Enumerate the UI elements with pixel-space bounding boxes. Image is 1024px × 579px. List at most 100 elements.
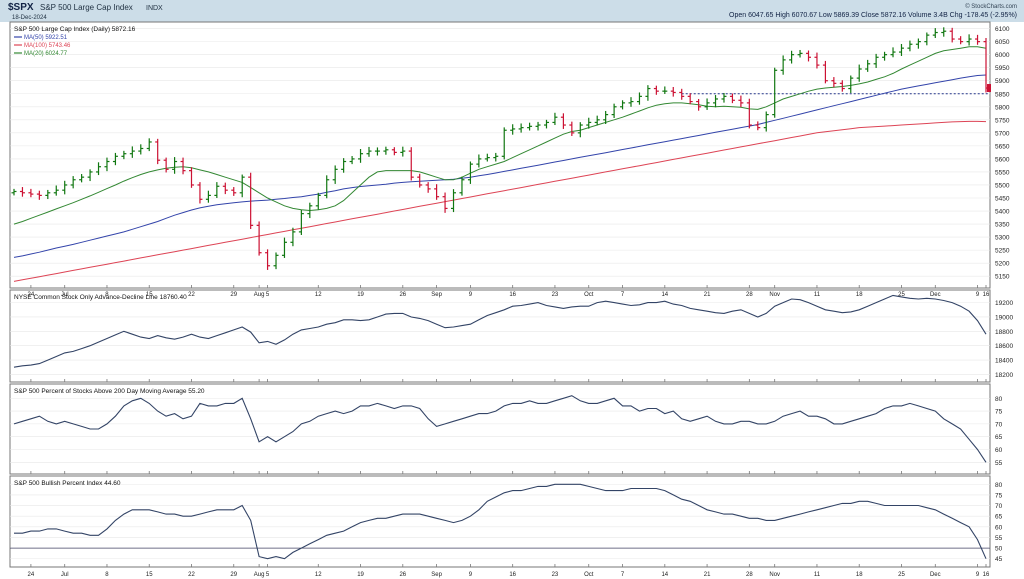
ohlc-bar — [19, 187, 25, 197]
ohlc-bar — [155, 138, 161, 165]
ohlc-bar — [763, 111, 769, 132]
ohlc-bar — [941, 27, 947, 37]
x-tick-label-top: 7 — [621, 292, 625, 298]
panel-0-y-tick: 5200 — [995, 261, 1010, 268]
ohlc-bar — [62, 180, 68, 195]
ohlc-bar — [839, 80, 845, 92]
panel-3-y-tick: 75 — [995, 492, 1003, 499]
ohlc-bar — [476, 154, 482, 168]
ohlc-bar — [856, 64, 862, 82]
x-tick-label-bottom: 15 — [146, 572, 153, 578]
ohlc-bar — [146, 138, 152, 152]
ohlc-bar — [704, 98, 710, 110]
x-tick-label-top: Jul — [61, 292, 69, 298]
ohlc-bar — [780, 55, 786, 75]
ohlc-bar — [569, 121, 575, 136]
ohlc-bar — [882, 51, 888, 61]
ohlc-bar — [594, 115, 600, 126]
ohlc-bar — [789, 50, 795, 64]
ohlc-bar — [738, 95, 744, 108]
ohlc-bar — [729, 93, 735, 104]
panel-0-y-tick: 5600 — [995, 156, 1010, 163]
x-tick-label-top: Nov — [769, 292, 780, 298]
x-tick-label-top: 28 — [746, 292, 753, 298]
ohlc-bar — [679, 88, 685, 100]
ohlc-bar — [949, 27, 955, 43]
x-tick-label-bottom: Oct — [584, 572, 594, 578]
panel-0-y-tick: 5400 — [995, 209, 1010, 216]
ohlc-bar — [620, 100, 626, 110]
ohlc-bar — [121, 150, 127, 160]
ohlc-bar — [400, 146, 406, 157]
x-tick-label-bottom: 16 — [983, 572, 990, 578]
ohlc-bar — [797, 49, 803, 58]
panel-1-y-tick: 19200 — [995, 300, 1013, 307]
x-tick-label-top: Sep — [431, 292, 442, 298]
index-name: S&P 500 Large Cap Index — [40, 3, 133, 12]
ohlc-bar — [543, 119, 549, 129]
x-tick-label-top: Dec — [930, 292, 941, 298]
panel-2-frame — [9, 383, 991, 475]
ohlc-bar — [755, 121, 761, 131]
ohlc-bar — [129, 146, 135, 158]
x-tick-label-bottom: Nov — [769, 572, 780, 578]
ohlc-bar — [11, 188, 17, 196]
x-tick-label-top: 9 — [976, 292, 980, 298]
x-tick-label-bottom: 5 — [266, 572, 270, 578]
x-tick-label-bottom: 9 — [469, 572, 473, 578]
ohlc-bar — [535, 121, 541, 131]
x-tick-label-bottom: 23 — [552, 572, 559, 578]
ohlc-bar — [527, 122, 533, 131]
brand: © StockCharts.com — [965, 3, 1017, 10]
x-tick-label-bottom: Sep — [431, 572, 442, 578]
ohlc-bar — [28, 188, 34, 198]
x-tick-label-bottom: 28 — [746, 572, 753, 578]
ohlc-bar — [96, 162, 102, 176]
ohlc-bar — [307, 202, 313, 219]
ohlc-bar — [932, 28, 938, 38]
ohlc-bar — [915, 38, 921, 49]
ohlc-bar — [434, 184, 440, 200]
panel-3-y-tick: 80 — [995, 482, 1003, 489]
ohlc-bar — [408, 147, 414, 181]
ohlc-bar — [645, 85, 651, 101]
ohlc-bar — [358, 149, 364, 163]
ohlc-bar — [79, 174, 85, 183]
ohlc-bar — [417, 173, 423, 188]
panel-1-y-tick: 18200 — [995, 372, 1013, 379]
panel-0-y-tick: 5550 — [995, 169, 1010, 176]
panels: 5150520052505300535054005450550055505600… — [9, 21, 1013, 578]
ohlc-bar — [214, 182, 220, 198]
x-tick-label-bottom: 11 — [814, 572, 821, 578]
ohlc-bar — [696, 98, 702, 111]
ohlc-bar — [822, 60, 828, 84]
x-tick-label-top: 22 — [188, 292, 195, 298]
ohlc-bar — [898, 43, 904, 56]
ohlc-bar — [112, 152, 118, 166]
x-tick-label-top: 29 — [230, 292, 237, 298]
panel-3-y-tick: 70 — [995, 503, 1003, 510]
legend-label: MA(100) 5743.46 — [24, 43, 71, 49]
panel-0-y-tick: 5500 — [995, 182, 1010, 189]
panel-0-y-tick: 5350 — [995, 222, 1010, 229]
panel-3-frame — [9, 475, 991, 568]
x-tick-label-bottom: 29 — [230, 572, 237, 578]
panel-1-line — [13, 294, 987, 368]
ohlc-bar — [890, 47, 896, 58]
ohlc-bar — [713, 95, 719, 108]
panel-0-y-tick: 5850 — [995, 91, 1010, 98]
x-tick-label-top: Aug — [254, 292, 265, 298]
x-tick-label-bottom: 21 — [704, 572, 711, 578]
panel-0-y-tick: 5150 — [995, 274, 1010, 281]
ohlc-bar — [907, 40, 913, 52]
panel-0-y-tick: 6000 — [995, 52, 1010, 59]
panel-1-title: NYSE Common Stock Only Advance-Decline L… — [14, 294, 187, 301]
x-tick-label-top: 12 — [315, 292, 322, 298]
ohlc-readout: Open 6047.65 High 6070.67 Low 5869.39 Cl… — [729, 12, 1017, 19]
ohlc-bar — [484, 153, 490, 162]
ohlc-bar — [391, 147, 397, 156]
panel-3-y-tick: 60 — [995, 524, 1003, 531]
panel-0-y-tick: 5950 — [995, 65, 1010, 72]
